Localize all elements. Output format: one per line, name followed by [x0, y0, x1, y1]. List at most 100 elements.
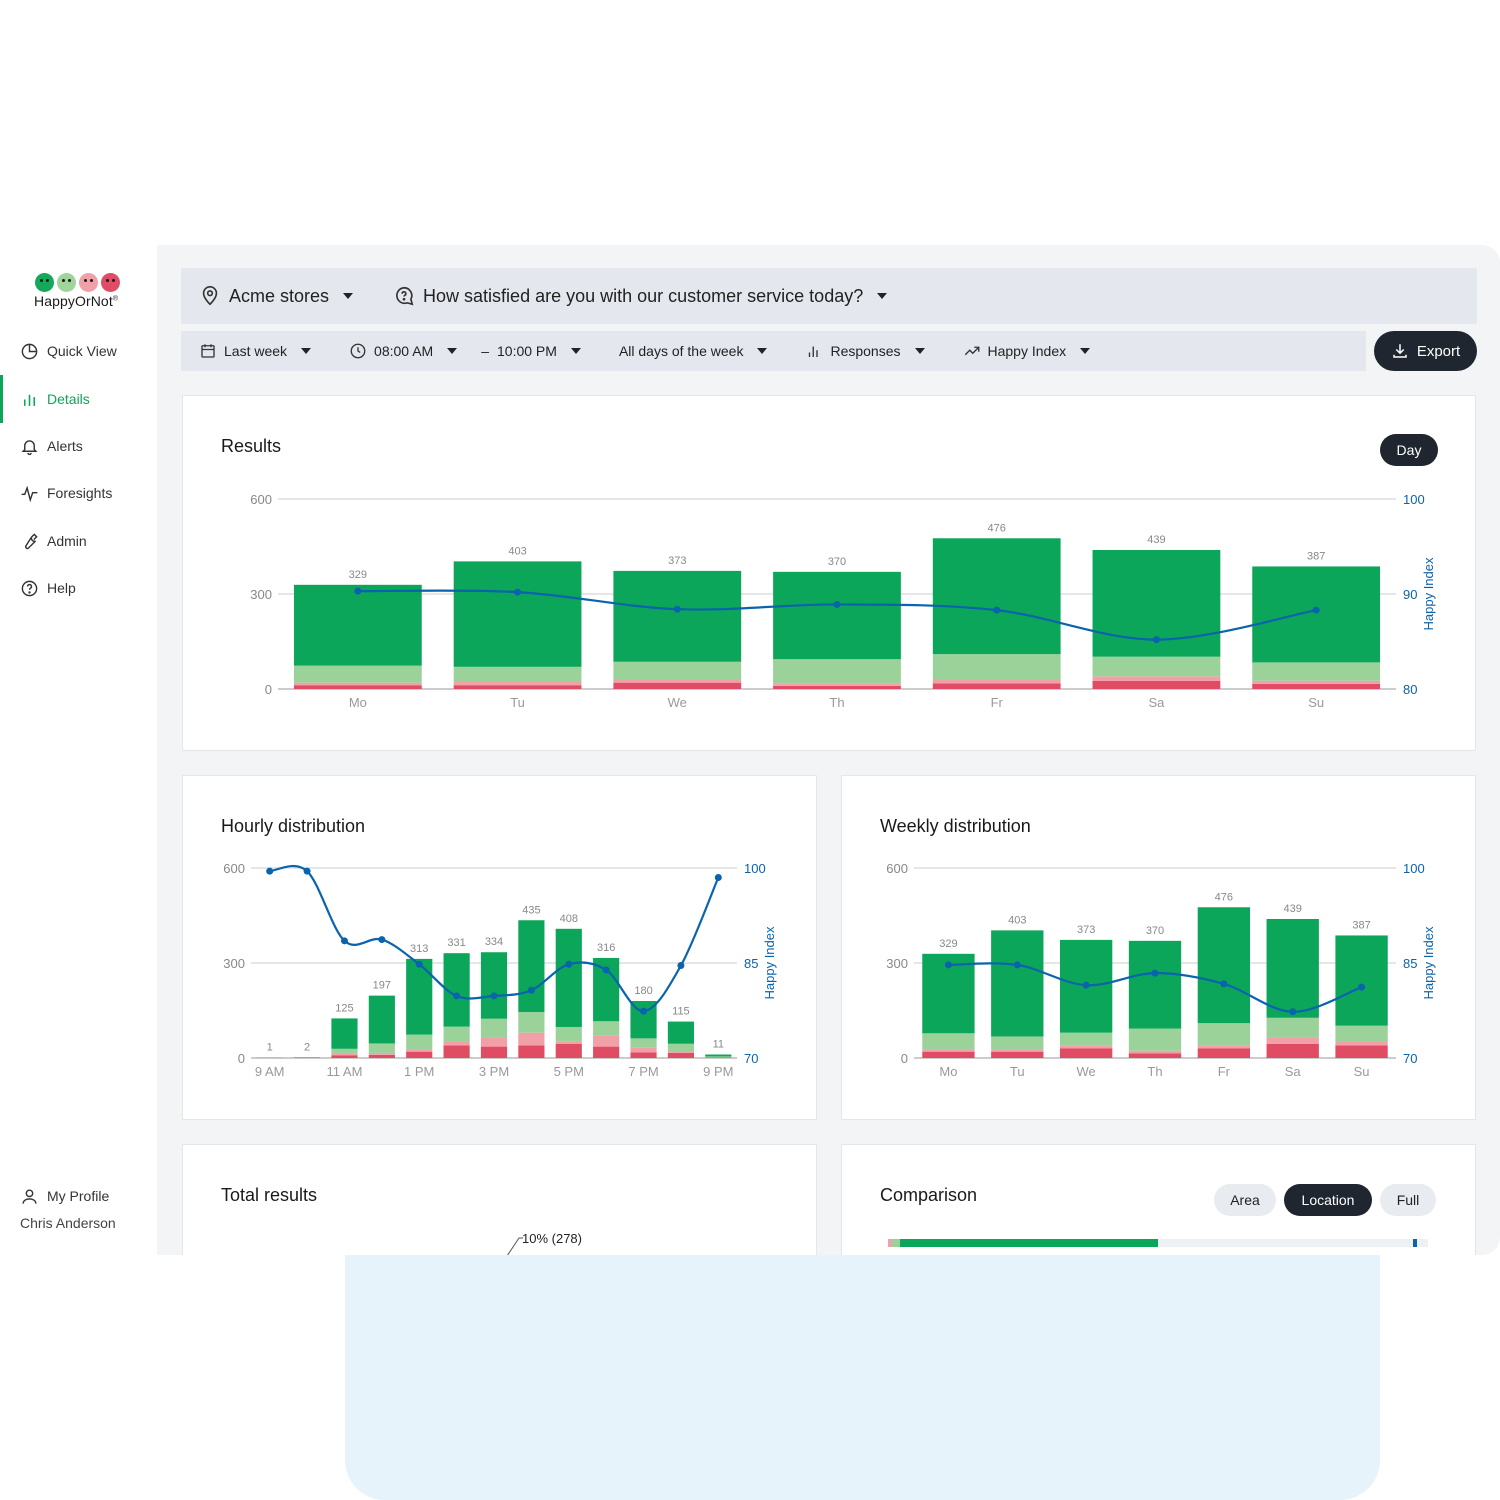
metric-filter[interactable]: Responses	[805, 342, 925, 360]
bar-segment-happy	[555, 1026, 582, 1042]
chevron-down-icon	[301, 348, 312, 354]
bar-segment-unhappy	[555, 1041, 582, 1044]
bar-segment-very-unhappy	[630, 1052, 657, 1058]
time-to-filter[interactable]: 10:00 PM	[497, 343, 581, 359]
nav-details[interactable]: Details	[0, 375, 157, 423]
bar-segment-happy	[630, 1038, 657, 1048]
x-tick-label: 9 AM	[255, 1064, 285, 1079]
y2-tick-label: 70	[1403, 1051, 1417, 1066]
nav-my-profile[interactable]: My Profile	[0, 1176, 157, 1216]
bar-segment-happy	[613, 661, 742, 680]
unhappy-face-icon	[79, 273, 98, 292]
happy-index-point	[266, 867, 274, 875]
bar-total-label: 197	[373, 980, 391, 992]
bar-total-label: 329	[349, 569, 367, 581]
comparison-card: Comparison Area Location Full	[841, 1144, 1476, 1255]
bar-total-label: 11	[713, 1039, 724, 1051]
bar-total-label: 476	[1215, 891, 1233, 903]
full-toggle-button[interactable]: Full	[1380, 1184, 1436, 1216]
metric-label: Responses	[830, 343, 901, 359]
total-results-title: Total results	[221, 1185, 318, 1205]
bar-total-label: 331	[447, 937, 465, 949]
bar-segment-unhappy	[773, 683, 901, 686]
time-separator: –	[481, 343, 489, 359]
bar-total-label: 370	[828, 556, 846, 568]
app-window: HappyOrNot® Quick View Details Alerts Fo…	[0, 245, 1500, 1255]
period-filter[interactable]: Last week	[199, 342, 312, 360]
index-filter[interactable]: Happy Index	[963, 342, 1091, 360]
x-tick-label: We	[668, 695, 687, 710]
bar-segment-happy	[1266, 1017, 1319, 1038]
bar-segment-unhappy	[1266, 1037, 1319, 1044]
bar-segment-very-unhappy	[922, 1051, 975, 1058]
logo-faces	[35, 273, 144, 292]
y2-tick-label: 85	[744, 956, 758, 971]
bar-chart-icon	[23, 394, 36, 406]
bar-segment-very-unhappy	[1197, 1048, 1251, 1058]
y2-tick-label: 80	[1403, 682, 1417, 697]
bar-segment-unhappy	[593, 1035, 620, 1047]
index-label: Happy Index	[987, 343, 1067, 359]
comparison-bar-unhappy	[888, 1239, 892, 1247]
nav-alerts[interactable]: Alerts	[0, 426, 157, 466]
nav-label: Details	[47, 391, 90, 407]
bar-segment-unhappy	[1059, 1045, 1113, 1049]
calendar-icon	[201, 344, 215, 358]
bar-segment-unhappy	[667, 1051, 695, 1053]
question-label: How satisfied are you with our customer …	[423, 285, 864, 306]
y-tick-label: 600	[223, 861, 245, 876]
bar-segment-unhappy	[368, 1052, 395, 1055]
pie-chart-icon	[21, 343, 38, 359]
bar-segment-happy	[453, 666, 582, 683]
nav-quick-view[interactable]: Quick View	[0, 331, 157, 371]
weekly-chart: 0 300 600 70 85 100 Happy Index 329 Mo 403 Tu 373 We…	[886, 861, 1436, 1079]
happy-index-point	[1082, 981, 1090, 989]
chevron-down-icon	[877, 293, 888, 299]
location-selector[interactable]: Acme stores	[199, 285, 354, 307]
bar-total-label: 313	[410, 943, 428, 955]
y2-tick-label: 85	[1403, 956, 1417, 971]
area-toggle-button[interactable]: Area	[1214, 1184, 1276, 1216]
x-tick-label: Fr	[1218, 1064, 1231, 1079]
bar-segment-unhappy	[1092, 676, 1221, 681]
bar-segment-very-happy	[480, 952, 508, 1019]
happy-index-point	[527, 986, 535, 994]
happy-index-point	[1312, 606, 1320, 614]
bar-segment-very-unhappy	[518, 1045, 545, 1058]
day-toggle-button[interactable]: Day	[1380, 434, 1438, 466]
bar-segment-very-happy	[667, 1021, 695, 1044]
nav-admin[interactable]: Admin	[0, 521, 157, 561]
y-tick-label: 600	[886, 861, 908, 876]
wrench-icon	[25, 532, 38, 549]
bar-segment-very-happy	[406, 958, 433, 1035]
bar-segment-happy	[705, 1056, 732, 1058]
export-button[interactable]: Export	[1374, 331, 1477, 371]
bar-segment-very-unhappy	[613, 682, 742, 689]
x-tick-label: Tu	[510, 695, 525, 710]
pulse-icon	[21, 485, 38, 502]
happy-index-point	[602, 966, 610, 974]
nav-label: Foresights	[47, 485, 113, 501]
happy-index-point	[1151, 969, 1159, 977]
bar-total-label: 125	[335, 1002, 353, 1014]
time-from-filter[interactable]: 08:00 AM	[349, 342, 458, 360]
happy-index-point	[1013, 961, 1021, 969]
bar-segment-unhappy	[453, 682, 582, 686]
happy-index-point	[673, 605, 681, 613]
bar-total-label: 316	[597, 942, 615, 954]
bar-segment-happy	[1197, 1023, 1251, 1046]
bar-total-label: 1	[267, 1042, 273, 1054]
bar-segment-very-happy	[368, 995, 395, 1044]
question-selector[interactable]: How satisfied are you with our customer …	[393, 285, 888, 307]
bar-segment-very-happy	[518, 920, 545, 1013]
days-filter[interactable]: All days of the week	[619, 343, 768, 359]
happy-index-point	[833, 600, 841, 608]
nav-foresights[interactable]: Foresights	[0, 473, 157, 513]
user-icon	[22, 1188, 37, 1204]
nav-help[interactable]: Help	[0, 568, 157, 608]
happy-index-point	[490, 992, 498, 1000]
bar-segment-happy	[406, 1034, 433, 1050]
bar-total-label: 115	[672, 1006, 690, 1018]
bar-segment-happy	[368, 1043, 395, 1053]
location-toggle-button[interactable]: Location	[1284, 1184, 1372, 1216]
